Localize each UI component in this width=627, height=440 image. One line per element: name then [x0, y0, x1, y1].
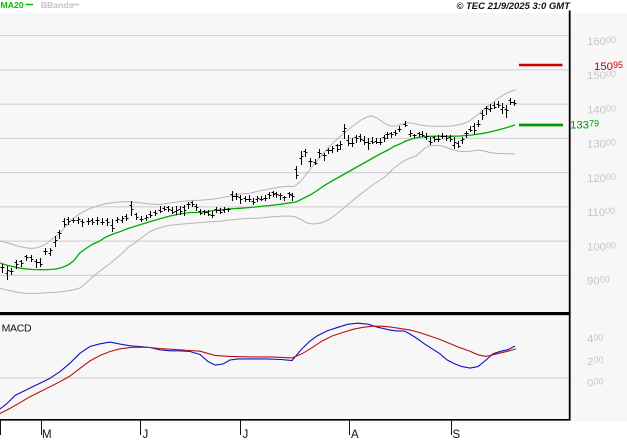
svg-text:9000: 9000: [587, 275, 610, 288]
svg-text:J: J: [143, 429, 149, 440]
svg-text:S: S: [453, 429, 461, 440]
svg-text:13379: 13379: [570, 118, 599, 131]
svg-text:10000: 10000: [587, 240, 616, 253]
svg-text:A: A: [351, 429, 359, 440]
svg-text:BBands: BBands: [41, 0, 74, 10]
svg-text:13000: 13000: [587, 138, 616, 151]
svg-text:J: J: [243, 429, 249, 440]
svg-text:12000: 12000: [587, 172, 616, 185]
svg-text:11000: 11000: [587, 206, 615, 219]
svg-text:200: 200: [587, 355, 603, 368]
svg-text:14000: 14000: [587, 103, 616, 116]
svg-text:000: 000: [587, 376, 603, 389]
svg-text:15095: 15095: [594, 60, 623, 73]
svg-text:M: M: [42, 429, 52, 440]
svg-text:400: 400: [587, 332, 603, 345]
svg-text:MA20: MA20: [1, 0, 24, 10]
svg-text:MACD: MACD: [2, 322, 32, 334]
svg-text:16000: 16000: [587, 35, 616, 48]
svg-text:© TEC 21/9/2025 3:0 GMT: © TEC 21/9/2025 3:0 GMT: [456, 1, 571, 12]
svg-text:15000: 15000: [587, 69, 616, 82]
